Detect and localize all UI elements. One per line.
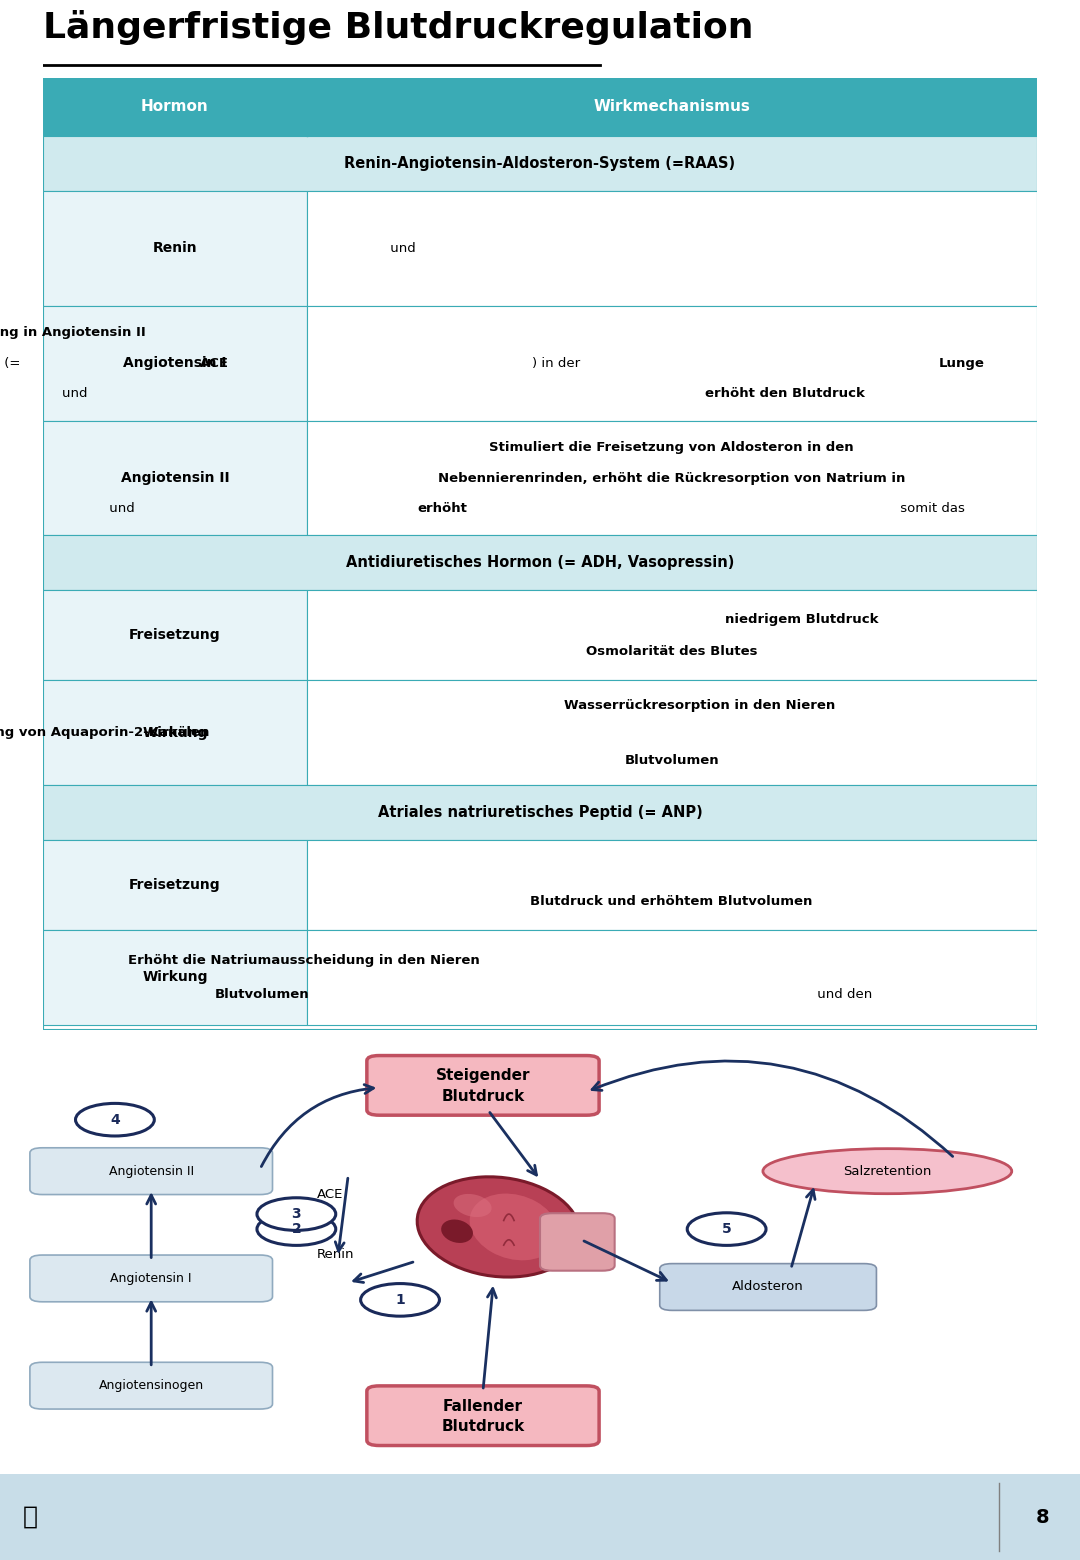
Text: Hormon: Hormon: [141, 100, 208, 114]
Text: erhöht den Blutdruck: erhöht den Blutdruck: [705, 387, 865, 399]
Text: Renin: Renin: [152, 242, 198, 256]
Circle shape: [257, 1212, 336, 1245]
FancyBboxPatch shape: [307, 421, 1037, 535]
Ellipse shape: [441, 1220, 473, 1243]
FancyBboxPatch shape: [30, 1256, 272, 1301]
Ellipse shape: [762, 1148, 1012, 1193]
Text: und: und: [63, 387, 92, 399]
Text: Angiotensinogen: Angiotensinogen: [98, 1379, 204, 1392]
FancyBboxPatch shape: [30, 1362, 272, 1409]
Text: und: und: [386, 242, 420, 254]
FancyBboxPatch shape: [307, 930, 1037, 1025]
Text: Blutdruck: Blutdruck: [442, 1089, 525, 1103]
Text: ) in der: ) in der: [532, 357, 584, 370]
Ellipse shape: [454, 1193, 491, 1217]
FancyBboxPatch shape: [660, 1264, 877, 1310]
Text: 8: 8: [1036, 1507, 1049, 1527]
FancyBboxPatch shape: [43, 785, 1037, 841]
FancyBboxPatch shape: [43, 136, 1037, 190]
Text: Lunge: Lunge: [939, 357, 985, 370]
Text: erhöht: erhöht: [417, 502, 468, 515]
FancyBboxPatch shape: [43, 680, 307, 785]
Text: Angiotensin I: Angiotensin I: [123, 356, 227, 370]
Circle shape: [361, 1284, 440, 1317]
FancyBboxPatch shape: [307, 680, 1037, 785]
Text: 1: 1: [395, 1293, 405, 1307]
Text: Atriales natriuretisches Peptid (= ANP): Atriales natriuretisches Peptid (= ANP): [378, 805, 702, 821]
FancyBboxPatch shape: [307, 190, 1037, 306]
FancyBboxPatch shape: [43, 535, 1037, 590]
Text: Längerfristige Blutdruckregulation: Längerfristige Blutdruckregulation: [43, 9, 754, 45]
Text: Blutvolumen: Blutvolumen: [624, 753, 719, 768]
Ellipse shape: [469, 1193, 559, 1260]
Text: (=: (=: [0, 357, 24, 370]
Text: Wirkung: Wirkung: [143, 970, 207, 984]
Text: Wirkung: Wirkung: [143, 725, 207, 739]
Text: Blutvolumen: Blutvolumen: [215, 987, 310, 1002]
Text: Nebennierenrinden, erhöht die Rückresorption von Natrium in: Nebennierenrinden, erhöht die Rückresorp…: [438, 471, 905, 485]
Text: und den: und den: [812, 987, 876, 1002]
FancyBboxPatch shape: [540, 1214, 615, 1271]
FancyBboxPatch shape: [43, 930, 307, 1025]
FancyBboxPatch shape: [43, 421, 307, 535]
FancyBboxPatch shape: [43, 78, 1037, 136]
FancyArrowPatch shape: [261, 1084, 374, 1167]
Text: Erhöht die Natriumausscheidung in den Nieren: Erhöht die Natriumausscheidung in den Ni…: [127, 955, 480, 967]
Ellipse shape: [417, 1176, 580, 1278]
FancyBboxPatch shape: [367, 1056, 599, 1115]
Text: 3: 3: [292, 1207, 301, 1221]
Text: Osmolarität des Blutes: Osmolarität des Blutes: [586, 644, 757, 658]
Text: ACE: ACE: [200, 357, 229, 370]
Circle shape: [257, 1198, 336, 1231]
Text: Renin-Angiotensin-Aldosteron-System (=RAAS): Renin-Angiotensin-Aldosteron-System (=RA…: [345, 156, 735, 172]
Text: Wirkmechanismus: Wirkmechanismus: [593, 100, 751, 114]
Text: Stimuliert die Freisetzung von Aldosteron in den: Stimuliert die Freisetzung von Aldostero…: [489, 441, 854, 454]
Text: Antidiuretisches Hormon (= ADH, Vasopressin): Antidiuretisches Hormon (= ADH, Vasopres…: [346, 555, 734, 571]
Text: Angiotensin II: Angiotensin II: [109, 1165, 193, 1178]
Text: Freisetzung: Freisetzung: [129, 629, 220, 643]
Text: ACE: ACE: [318, 1189, 343, 1201]
FancyBboxPatch shape: [307, 590, 1037, 680]
FancyBboxPatch shape: [307, 306, 1037, 421]
FancyBboxPatch shape: [43, 841, 307, 930]
FancyBboxPatch shape: [43, 306, 307, 421]
FancyBboxPatch shape: [30, 1148, 272, 1195]
Text: Blutdruck und erhöhtem Blutvolumen: Blutdruck und erhöhtem Blutvolumen: [530, 894, 813, 908]
FancyBboxPatch shape: [307, 841, 1037, 930]
Text: 5: 5: [721, 1221, 731, 1236]
Text: Umwandlung in Angiotensin II: Umwandlung in Angiotensin II: [0, 326, 146, 340]
Text: Aldosteron: Aldosteron: [732, 1281, 804, 1293]
FancyBboxPatch shape: [43, 190, 307, 306]
Text: und: und: [105, 502, 139, 515]
Text: Fallender: Fallender: [443, 1399, 523, 1413]
FancyArrowPatch shape: [592, 1061, 953, 1156]
Text: somit das: somit das: [895, 502, 969, 515]
Text: Blutdruck: Blutdruck: [442, 1420, 525, 1434]
FancyBboxPatch shape: [0, 1474, 1080, 1560]
Text: 2: 2: [292, 1221, 301, 1236]
Text: Renin: Renin: [318, 1248, 354, 1262]
FancyBboxPatch shape: [43, 590, 307, 680]
Circle shape: [76, 1103, 154, 1136]
Text: Salzretention: Salzretention: [843, 1165, 932, 1178]
Text: 🫀: 🫀: [23, 1505, 38, 1529]
Text: Steigender: Steigender: [435, 1069, 530, 1084]
Text: Freisetzung: Freisetzung: [129, 878, 220, 892]
Text: 4: 4: [110, 1112, 120, 1126]
Text: Wasserrückresorption in den Nieren: Wasserrückresorption in den Nieren: [565, 699, 836, 711]
Text: niedrigem Blutdruck: niedrigem Blutdruck: [725, 613, 879, 626]
Text: Angiotensin II: Angiotensin II: [121, 471, 229, 485]
FancyBboxPatch shape: [367, 1385, 599, 1446]
Text: Angiotensin I: Angiotensin I: [110, 1271, 192, 1285]
Circle shape: [687, 1212, 766, 1245]
Text: Aktivierung von Aquaporin-2-Kanälen: Aktivierung von Aquaporin-2-Kanälen: [0, 727, 210, 739]
